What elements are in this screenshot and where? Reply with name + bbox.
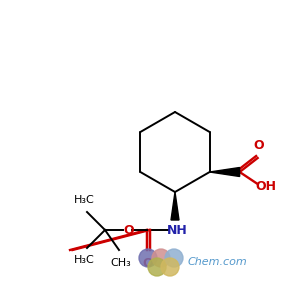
Circle shape bbox=[152, 249, 170, 267]
Text: O: O bbox=[143, 257, 153, 270]
Polygon shape bbox=[210, 167, 240, 176]
Text: CH₃: CH₃ bbox=[111, 258, 131, 268]
Text: O: O bbox=[253, 139, 264, 152]
Circle shape bbox=[139, 249, 157, 267]
Circle shape bbox=[165, 249, 183, 267]
Text: Chem.com: Chem.com bbox=[188, 257, 248, 267]
Circle shape bbox=[161, 258, 179, 276]
Circle shape bbox=[148, 258, 166, 276]
Text: O: O bbox=[124, 224, 134, 236]
Text: NH: NH bbox=[167, 224, 188, 236]
Polygon shape bbox=[171, 192, 179, 220]
Text: H₃C: H₃C bbox=[74, 195, 94, 205]
Text: OH: OH bbox=[255, 179, 276, 193]
Text: H₃C: H₃C bbox=[74, 255, 94, 265]
